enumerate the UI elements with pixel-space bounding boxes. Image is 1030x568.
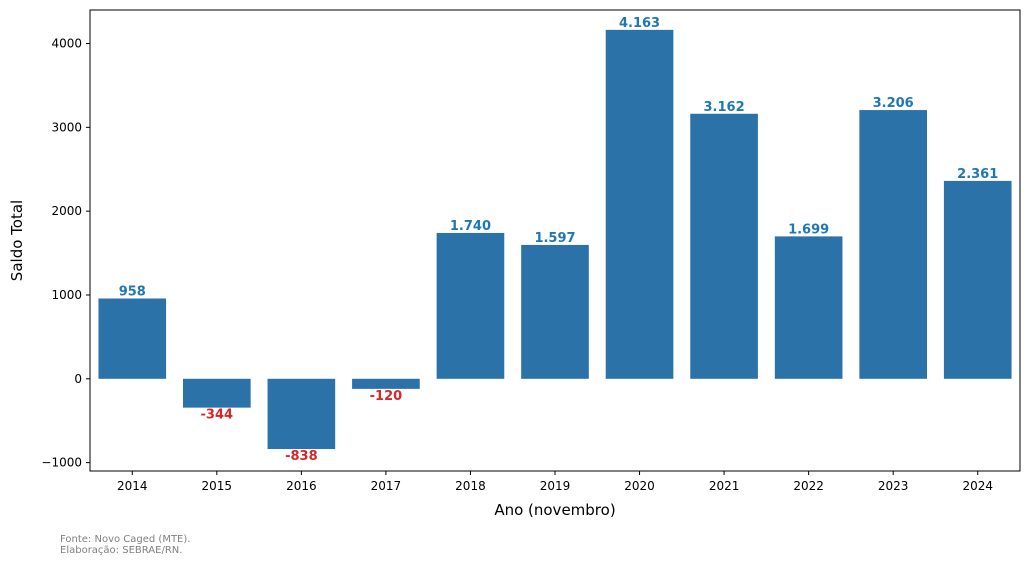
x-tick-label: 2014 xyxy=(117,479,148,493)
x-tick-label: 2021 xyxy=(709,479,740,493)
bar-2016 xyxy=(267,378,336,450)
data-label-2017: -120 xyxy=(370,389,403,404)
y-tick-label: −1000 xyxy=(41,456,82,470)
bar-2022 xyxy=(774,236,843,379)
data-label-2023: 3.206 xyxy=(873,96,914,111)
y-tick-label: 2000 xyxy=(51,204,82,218)
y-tick-label: 1000 xyxy=(51,288,82,302)
data-label-2020: 4.163 xyxy=(619,16,660,31)
y-tick-label: 0 xyxy=(74,372,82,386)
y-tick-label: 3000 xyxy=(51,120,82,134)
x-axis: 2014 2015 2016 2017 2018 2019 2020 2021 2022 2023… xyxy=(117,471,993,493)
bars-group xyxy=(98,29,1012,450)
data-label-2019: 1.597 xyxy=(534,231,575,246)
bar-2018 xyxy=(436,232,505,379)
bar-2015 xyxy=(183,378,251,408)
source-line: Fonte: Novo Caged (MTE). xyxy=(60,534,191,545)
data-labels-group: 958 -344 -838 -120 1.740 1.597 4.163 3.162 1.699… xyxy=(119,16,999,464)
y-axis: −1000 0 1000 2000 3000 4000 xyxy=(41,37,90,470)
data-label-2015: -344 xyxy=(201,408,234,423)
data-label-2016: -838 xyxy=(285,449,318,464)
x-axis-label: Ano (novembro) xyxy=(494,501,615,519)
y-axis-label: Saldo Total xyxy=(8,200,26,281)
x-tick-label: 2015 xyxy=(202,479,233,493)
bar-2024 xyxy=(943,180,1012,379)
x-tick-label: 2016 xyxy=(286,479,317,493)
x-tick-label: 2020 xyxy=(624,479,655,493)
x-tick-label: 2017 xyxy=(371,479,402,493)
bar-2021 xyxy=(690,113,758,379)
bar-2017 xyxy=(352,378,420,389)
data-label-2021: 3.162 xyxy=(704,100,745,115)
data-label-2022: 1.699 xyxy=(788,222,829,237)
credit-line: Elaboração: SEBRAE/RN. xyxy=(60,545,183,556)
bar-2020 xyxy=(605,29,674,379)
x-tick-label: 2023 xyxy=(878,479,909,493)
bar-2014 xyxy=(98,298,167,379)
data-label-2014: 958 xyxy=(119,285,146,300)
data-label-2018: 1.740 xyxy=(450,219,491,234)
y-tick-label: 4000 xyxy=(51,37,82,51)
x-tick-label: 2024 xyxy=(962,479,993,493)
source-note: Fonte: Novo Caged (MTE). Elaboração: SEB… xyxy=(60,534,190,556)
bar-2023 xyxy=(859,110,927,379)
x-tick-label: 2019 xyxy=(540,479,571,493)
data-label-2024: 2.361 xyxy=(957,167,998,182)
x-tick-label: 2022 xyxy=(793,479,824,493)
bar-2019 xyxy=(521,244,589,379)
x-tick-label: 2018 xyxy=(455,479,486,493)
